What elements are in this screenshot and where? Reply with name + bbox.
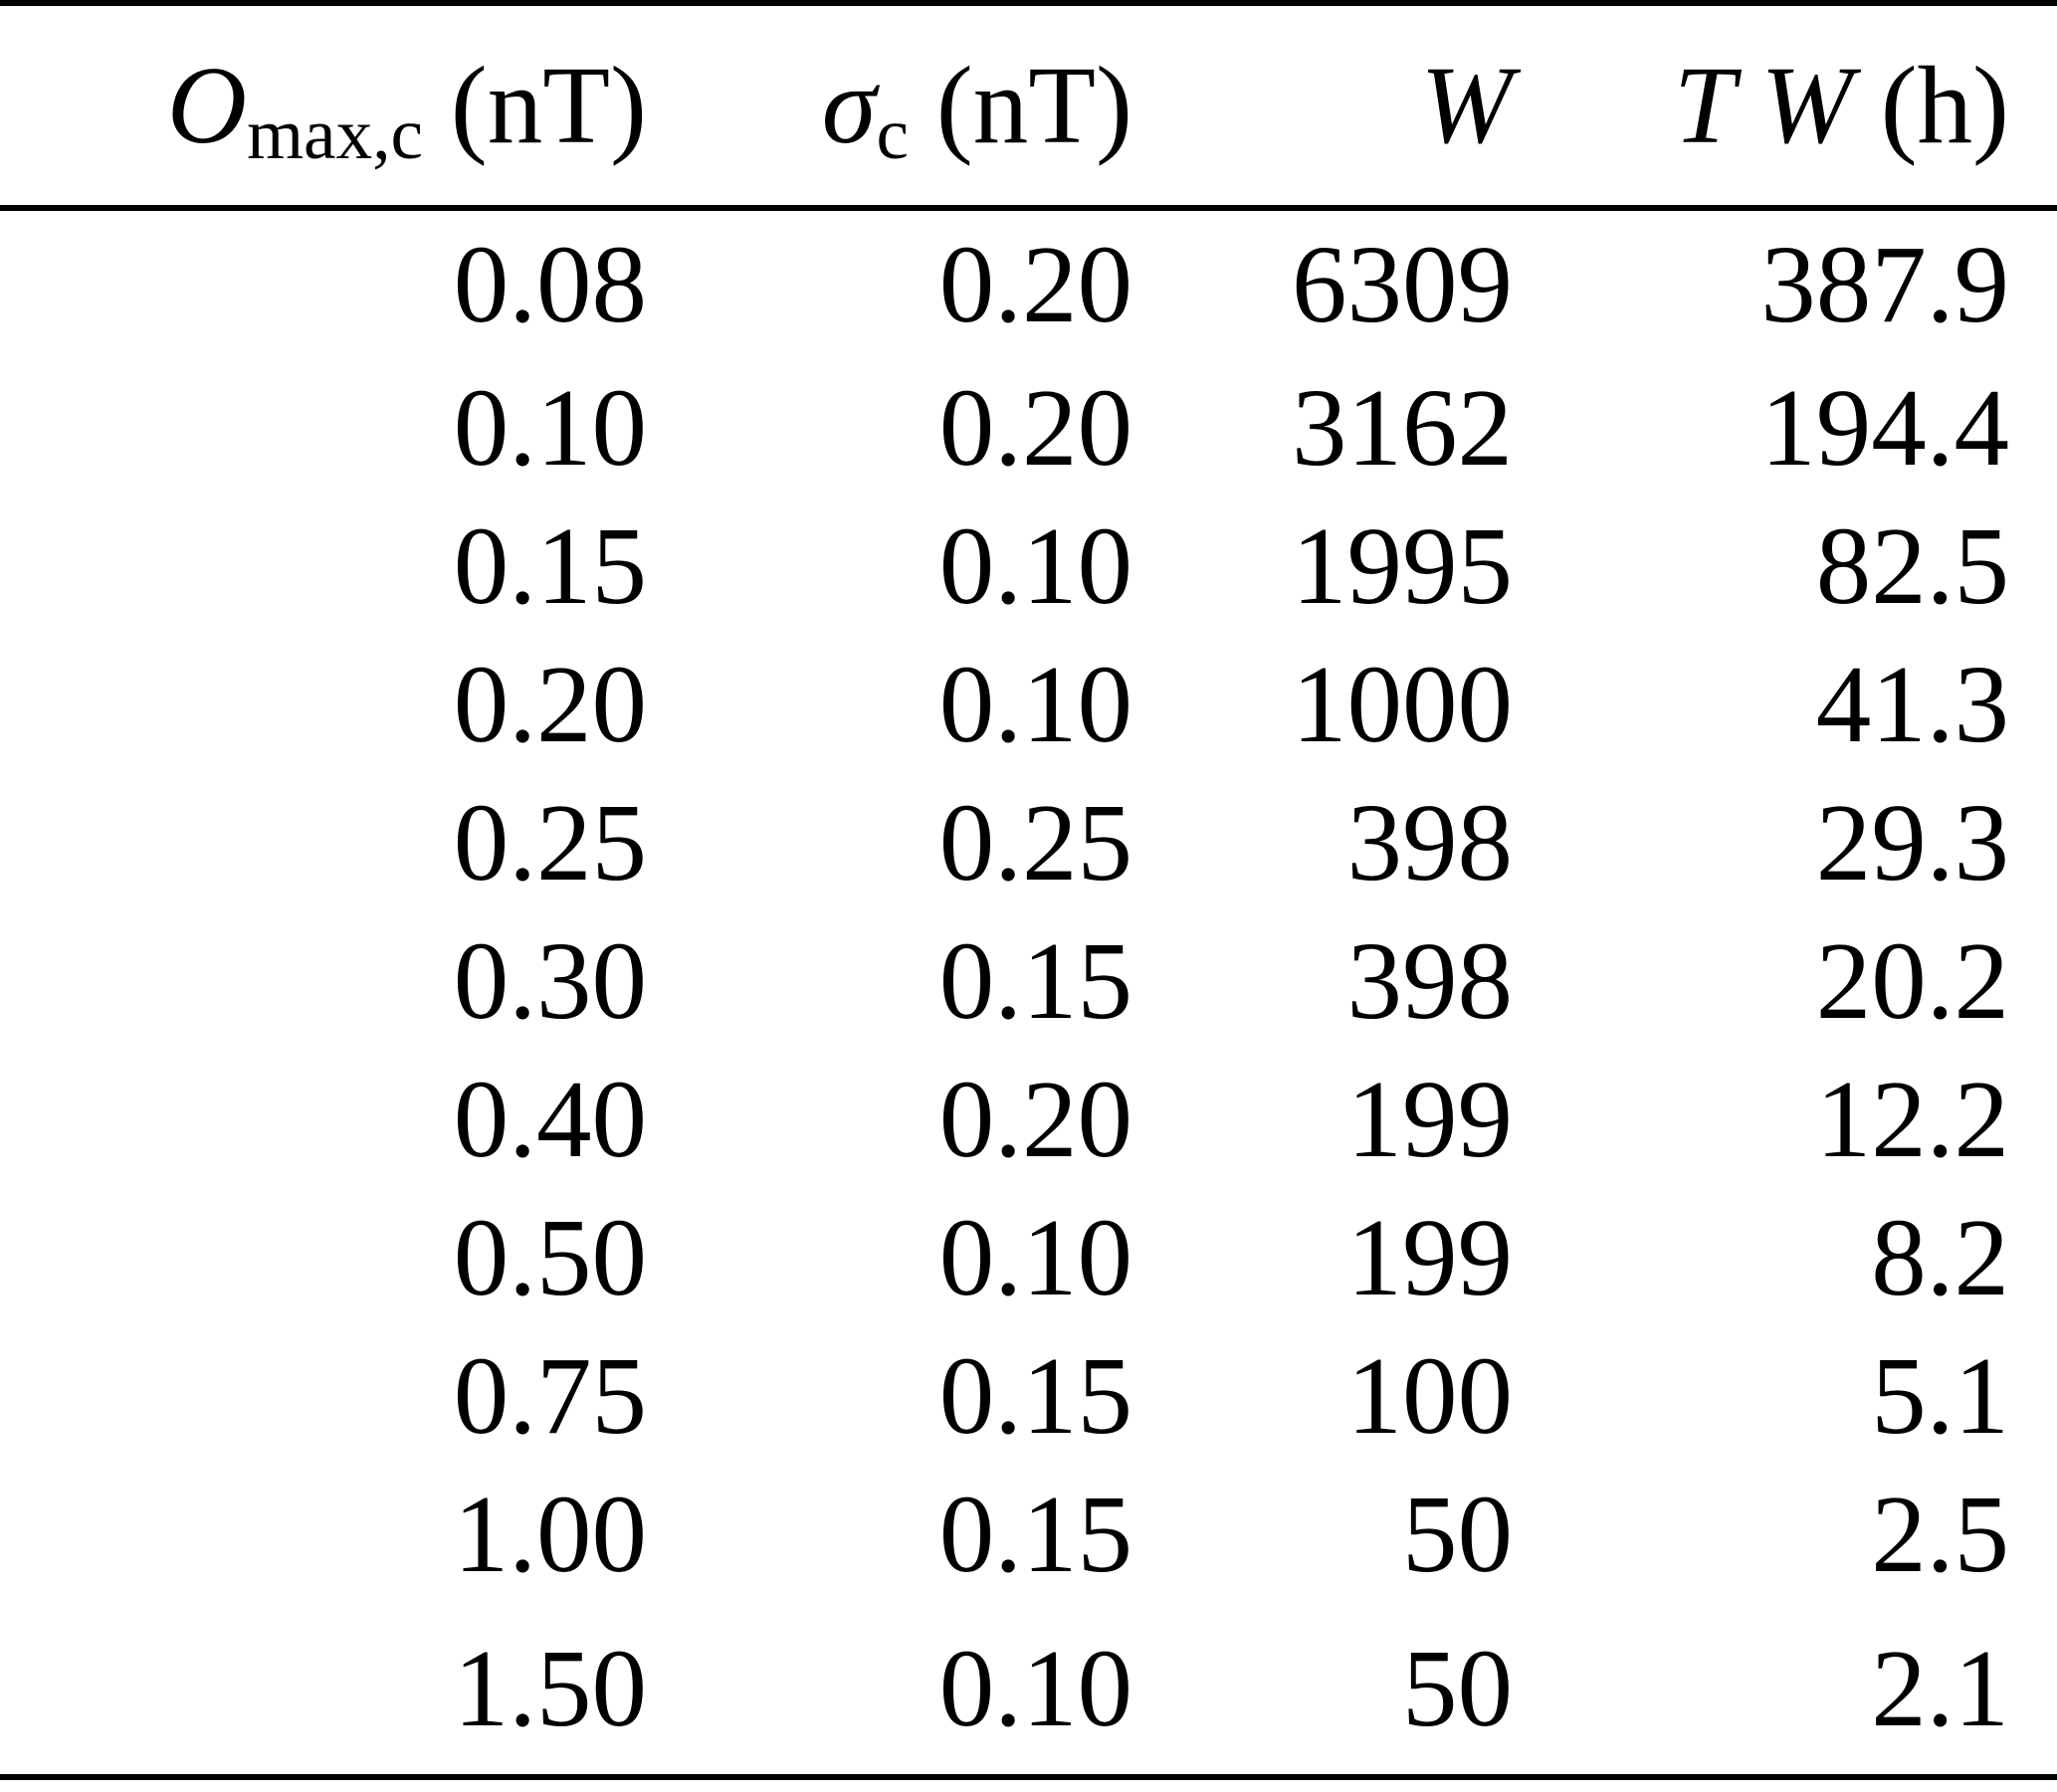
cell-o-max-c: 0.25 (453, 782, 647, 904)
header-text-segment: c (876, 93, 910, 174)
table-row-1: 0.08 0.20 6309 387.9 (0, 208, 2057, 359)
header-text-segment: max,c (247, 93, 424, 174)
cell-tw-h: 12.2 (1815, 1059, 2009, 1181)
cell-tw-h: 8.2 (1871, 1197, 2009, 1319)
cell-o-max-c: 0.30 (453, 920, 647, 1043)
table-row-5: 0.25 0.25 398 29.3 (0, 774, 2057, 912)
header-text-segment: (nT) (909, 44, 1132, 167)
cell-sigma-c: 0.20 (938, 224, 1132, 346)
column-header-sigma-c: σc (nT) (647, 3, 1132, 208)
cell-tw-h: 5.1 (1871, 1335, 2009, 1458)
table-row-6: 0.30 0.15 398 20.2 (0, 912, 2057, 1051)
cell-tw-h: 41.3 (1815, 644, 2009, 766)
cell-sigma-c: 0.10 (938, 1197, 1132, 1319)
table-row-4: 0.20 0.10 1000 41.3 (0, 636, 2057, 774)
cell-sigma-c: 0.10 (938, 505, 1132, 628)
table-row-10: 1.00 0.15 50 2.5 (0, 1466, 2057, 1604)
header-text-segment: (nT) (423, 44, 647, 167)
cell-w: 1995 (1292, 505, 1513, 628)
cell-tw-h: 82.5 (1815, 505, 2009, 628)
cell-tw-h: 194.4 (1760, 367, 2009, 490)
cell-o-max-c: 0.15 (453, 505, 647, 628)
header-text-segment: W (1420, 44, 1513, 167)
cell-w: 199 (1346, 1197, 1514, 1319)
cell-o-max-c: 0.10 (453, 367, 647, 490)
cell-tw-h: 20.2 (1815, 920, 2009, 1043)
column-header-o-max-c: Omax,c (nT) (0, 3, 647, 208)
header-text-segment: T W (1673, 44, 1853, 167)
cell-sigma-c: 0.15 (938, 920, 1132, 1043)
cell-sigma-c: 0.10 (938, 644, 1132, 766)
header-text-segment: O (166, 44, 248, 167)
cell-w: 50 (1402, 1628, 1513, 1750)
cell-w: 199 (1346, 1059, 1514, 1181)
cell-tw-h: 2.5 (1871, 1474, 2009, 1596)
cell-sigma-c: 0.25 (938, 782, 1132, 904)
cell-sigma-c: 0.20 (938, 367, 1132, 490)
cell-o-max-c: 0.50 (453, 1197, 647, 1319)
cell-w: 398 (1346, 782, 1514, 904)
cell-o-max-c: 0.40 (453, 1059, 647, 1181)
cell-o-max-c: 0.20 (453, 644, 647, 766)
cell-tw-h: 387.9 (1760, 224, 2009, 346)
table-row-8: 0.50 0.10 199 8.2 (0, 1189, 2057, 1327)
table-header: Omax,c (nT) σc (nT) W T W (h) (0, 3, 2057, 208)
header-text-segment: σ (821, 44, 877, 167)
cell-o-max-c: 1.00 (453, 1474, 647, 1596)
cell-o-max-c: 1.50 (453, 1628, 647, 1750)
cell-w: 3162 (1292, 367, 1513, 490)
column-header-tw-h: T W (h) (1513, 3, 2057, 208)
cell-o-max-c: 0.75 (453, 1335, 647, 1458)
table-body: 0.08 0.20 6309 387.9 0.10 0.20 3162 194.4 0.15 0.… (0, 208, 2057, 1777)
cell-w: 1000 (1292, 644, 1513, 766)
cell-sigma-c: 0.10 (938, 1628, 1132, 1750)
cell-w: 50 (1402, 1474, 1513, 1596)
cell-sigma-c: 0.15 (938, 1335, 1132, 1458)
cell-o-max-c: 0.08 (453, 224, 647, 346)
table-row-11: 1.50 0.10 50 2.1 (0, 1604, 2057, 1777)
table-row-2: 0.10 0.20 3162 194.4 (0, 359, 2057, 498)
header-row: Omax,c (nT) σc (nT) W T W (h) (0, 3, 2057, 208)
cell-sigma-c: 0.15 (938, 1474, 1132, 1596)
table-row-9: 0.75 0.15 100 5.1 (0, 1327, 2057, 1466)
cell-w: 398 (1346, 920, 1514, 1043)
cell-w: 100 (1346, 1335, 1514, 1458)
column-header-w: W (1132, 3, 1513, 208)
table-row-3: 0.15 0.10 1995 82.5 (0, 498, 2057, 636)
cell-tw-h: 29.3 (1815, 782, 2009, 904)
cell-sigma-c: 0.20 (938, 1059, 1132, 1181)
header-text-segment: (h) (1852, 44, 2009, 167)
table-row-7: 0.40 0.20 199 12.2 (0, 1051, 2057, 1189)
cell-w: 6309 (1292, 224, 1513, 346)
cell-tw-h: 2.1 (1871, 1628, 2009, 1750)
